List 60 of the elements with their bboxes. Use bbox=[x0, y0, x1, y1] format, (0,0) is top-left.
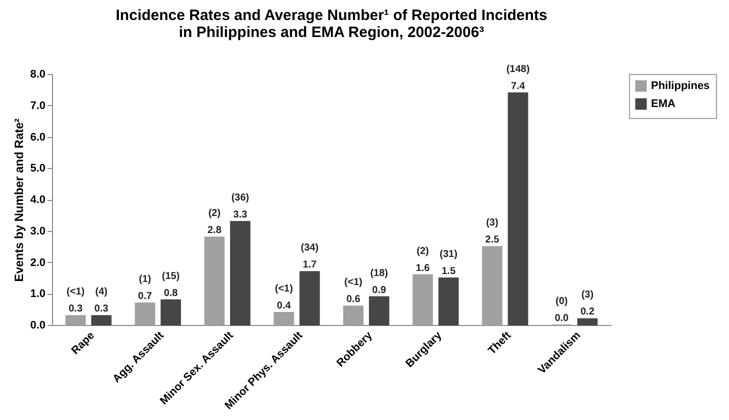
y-tick-label: 2.0 bbox=[30, 256, 46, 269]
y-tick-label: 5.0 bbox=[30, 162, 46, 175]
data-label: 0.2 bbox=[580, 306, 595, 318]
annotation: (3) bbox=[486, 218, 498, 229]
data-label: 0.8 bbox=[164, 288, 178, 299]
data-label: 2.5 bbox=[485, 234, 500, 246]
annotation: (<1) bbox=[66, 286, 85, 298]
bar bbox=[577, 318, 598, 326]
y-tick-label: 1.0 bbox=[30, 288, 46, 300]
annotation: (2) bbox=[208, 208, 221, 220]
data-label: 1.7 bbox=[302, 260, 318, 271]
data-label: 7.4 bbox=[511, 80, 526, 92]
legend-label: Philippines bbox=[651, 80, 710, 92]
bar bbox=[300, 271, 320, 326]
data-label: 2.8 bbox=[207, 225, 222, 236]
annotation: (<1) bbox=[344, 277, 362, 288]
annotation: (31) bbox=[440, 248, 458, 260]
annotation: (34) bbox=[300, 242, 319, 254]
bar bbox=[160, 299, 181, 326]
bar bbox=[482, 246, 502, 326]
data-label: 3.3 bbox=[233, 209, 248, 220]
bar bbox=[204, 236, 225, 326]
annotation: (0) bbox=[556, 296, 568, 307]
bar bbox=[134, 302, 156, 326]
data-label: 0.3 bbox=[68, 304, 83, 315]
y-tick-label: 0.0 bbox=[30, 320, 46, 332]
data-label: 1.6 bbox=[416, 262, 430, 274]
annotation: (4) bbox=[95, 286, 108, 298]
data-label: 0.9 bbox=[372, 284, 387, 296]
bar bbox=[91, 315, 112, 326]
data-label: 1.5 bbox=[442, 266, 456, 277]
annotation: (1) bbox=[138, 274, 152, 286]
bar bbox=[343, 306, 364, 326]
annotation: (<1) bbox=[274, 283, 293, 294]
annotation: (36) bbox=[231, 192, 250, 204]
y-tick-label: 3.0 bbox=[30, 225, 46, 238]
chart-title: Incidence Rates and Average Number¹ of Reported Incidents in Philippines and EMA Region, 2002-2006³ bbox=[116, 6, 548, 41]
bar bbox=[274, 312, 294, 326]
data-label: 0.4 bbox=[276, 300, 292, 312]
data-label: 0.7 bbox=[138, 291, 152, 302]
legend-label: EMA bbox=[651, 98, 676, 110]
annotation: (148) bbox=[506, 64, 530, 75]
bar bbox=[438, 277, 459, 326]
annotation: (3) bbox=[581, 290, 594, 301]
data-label: 0.3 bbox=[94, 304, 109, 315]
bar bbox=[508, 92, 528, 326]
y-tick-label: 6.0 bbox=[30, 131, 46, 144]
y-tick-label: 4.0 bbox=[30, 194, 46, 206]
y-tick-label: 8.0 bbox=[30, 68, 46, 80]
annotation: (15) bbox=[162, 270, 180, 282]
data-label: 0.0 bbox=[554, 313, 570, 324]
annotation: (18) bbox=[370, 268, 388, 279]
data-label: 0.6 bbox=[346, 294, 361, 306]
y-axis-title: Events by Number and Rate² bbox=[12, 118, 26, 282]
bar bbox=[230, 220, 250, 326]
bar bbox=[412, 274, 433, 326]
bar bbox=[65, 315, 86, 326]
bar bbox=[368, 296, 390, 326]
annotation: (2) bbox=[416, 246, 429, 257]
y-tick-label: 7.0 bbox=[30, 100, 46, 112]
